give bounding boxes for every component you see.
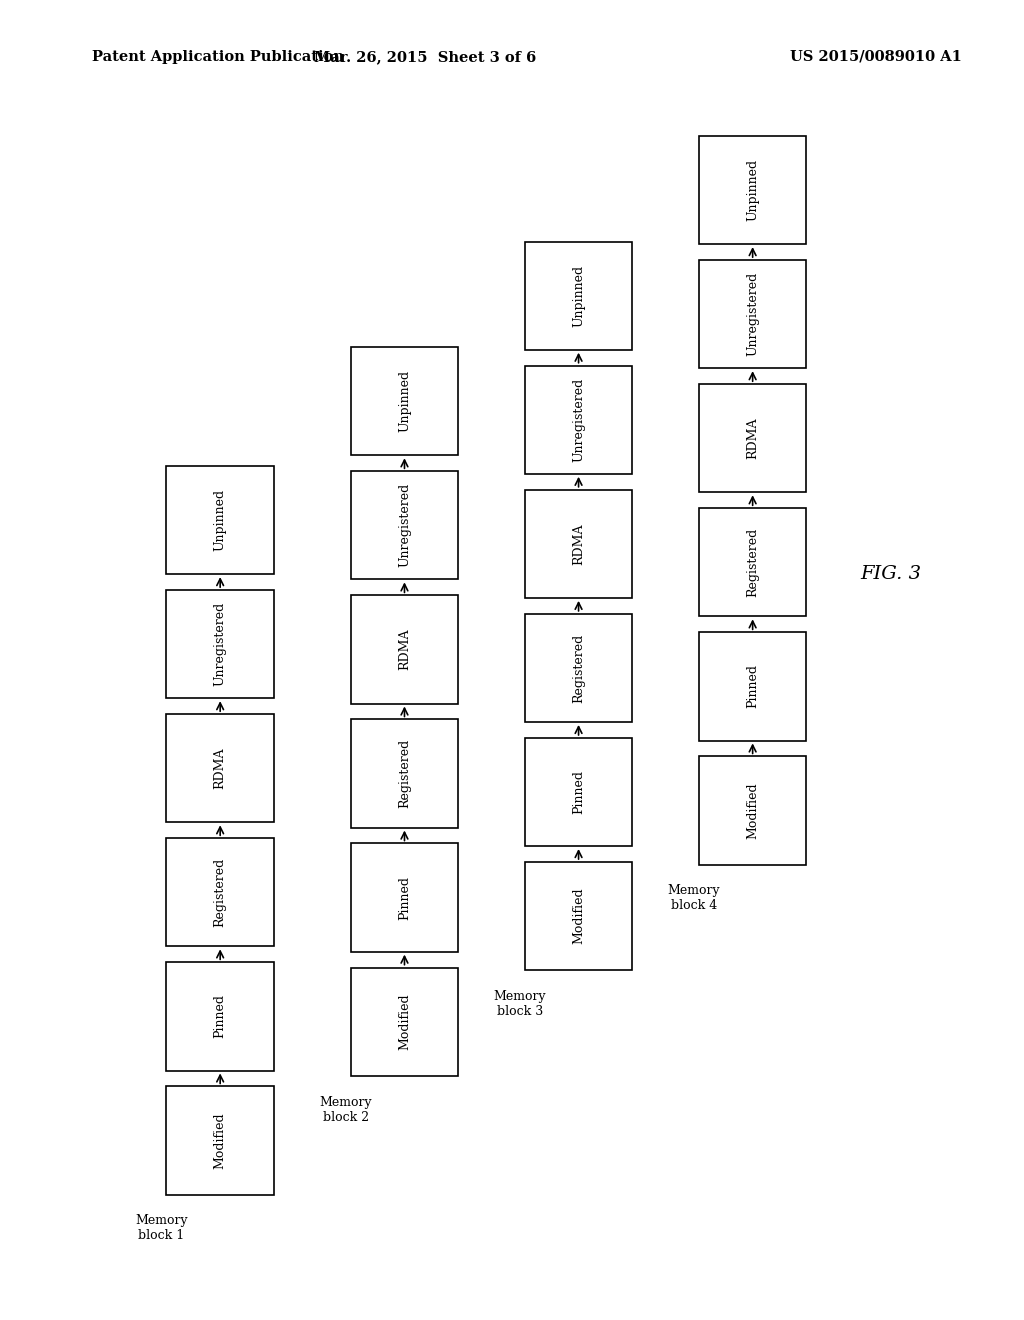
Text: Unregistered: Unregistered: [746, 272, 759, 356]
FancyBboxPatch shape: [524, 738, 632, 846]
FancyBboxPatch shape: [524, 862, 632, 970]
Text: RDMA: RDMA: [572, 523, 585, 565]
FancyBboxPatch shape: [350, 595, 459, 704]
FancyBboxPatch shape: [698, 632, 807, 741]
Text: US 2015/0089010 A1: US 2015/0089010 A1: [790, 50, 962, 63]
Text: Unpinned: Unpinned: [214, 488, 226, 552]
FancyBboxPatch shape: [524, 242, 632, 350]
FancyBboxPatch shape: [350, 968, 459, 1076]
Text: Registered: Registered: [398, 739, 411, 808]
FancyBboxPatch shape: [166, 714, 274, 822]
Text: Registered: Registered: [572, 634, 585, 702]
Text: Unpinned: Unpinned: [398, 370, 411, 433]
Text: Mar. 26, 2015  Sheet 3 of 6: Mar. 26, 2015 Sheet 3 of 6: [313, 50, 537, 63]
FancyBboxPatch shape: [166, 590, 274, 698]
Text: Unpinned: Unpinned: [572, 264, 585, 327]
FancyBboxPatch shape: [350, 843, 459, 952]
Text: Registered: Registered: [214, 858, 226, 927]
FancyBboxPatch shape: [524, 366, 632, 474]
Text: Registered: Registered: [746, 528, 759, 597]
Text: Memory
block 3: Memory block 3: [494, 990, 546, 1018]
FancyBboxPatch shape: [698, 136, 807, 244]
FancyBboxPatch shape: [166, 962, 274, 1071]
Text: Patent Application Publication: Patent Application Publication: [92, 50, 344, 63]
Text: Unregistered: Unregistered: [398, 483, 411, 568]
Text: Memory
block 1: Memory block 1: [135, 1214, 187, 1242]
Text: Unregistered: Unregistered: [214, 602, 226, 686]
FancyBboxPatch shape: [524, 490, 632, 598]
Text: Memory
block 4: Memory block 4: [668, 884, 720, 912]
Text: Pinned: Pinned: [746, 664, 759, 709]
Text: Modified: Modified: [746, 783, 759, 838]
Text: Unpinned: Unpinned: [746, 158, 759, 222]
Text: Pinned: Pinned: [572, 770, 585, 814]
FancyBboxPatch shape: [166, 466, 274, 574]
FancyBboxPatch shape: [698, 508, 807, 616]
FancyBboxPatch shape: [524, 614, 632, 722]
Text: Modified: Modified: [214, 1113, 226, 1168]
Text: Pinned: Pinned: [214, 994, 226, 1039]
Text: Memory
block 2: Memory block 2: [319, 1096, 372, 1123]
FancyBboxPatch shape: [698, 260, 807, 368]
FancyBboxPatch shape: [350, 471, 459, 579]
Text: RDMA: RDMA: [746, 417, 759, 459]
FancyBboxPatch shape: [698, 756, 807, 865]
Text: Unregistered: Unregistered: [572, 378, 585, 462]
Text: Modified: Modified: [398, 994, 411, 1049]
Text: Modified: Modified: [572, 888, 585, 944]
Text: Pinned: Pinned: [398, 875, 411, 920]
FancyBboxPatch shape: [698, 384, 807, 492]
Text: RDMA: RDMA: [214, 747, 226, 789]
FancyBboxPatch shape: [350, 719, 459, 828]
Text: FIG. 3: FIG. 3: [860, 565, 922, 583]
FancyBboxPatch shape: [350, 347, 459, 455]
FancyBboxPatch shape: [166, 1086, 274, 1195]
FancyBboxPatch shape: [166, 838, 274, 946]
Text: RDMA: RDMA: [398, 628, 411, 671]
